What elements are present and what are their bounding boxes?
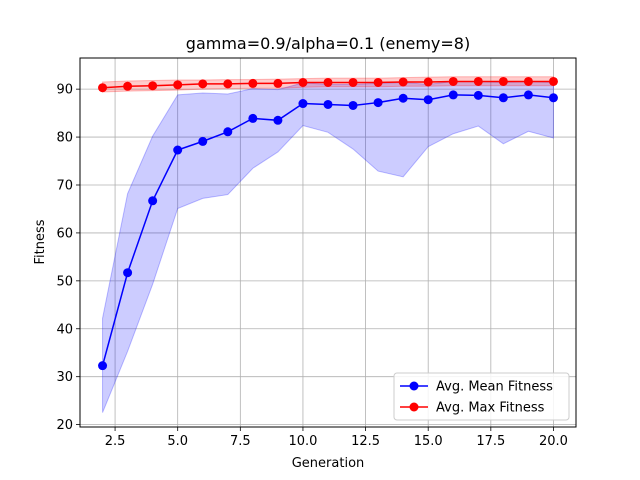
legend-label-mean: Avg. Mean Fitness [436,380,553,395]
confidence-bands [102,76,554,413]
y-tick-label: 90 [56,83,73,98]
data-point-max [223,79,233,89]
data-point-max [273,78,283,88]
data-point-max [248,78,258,88]
data-point-max [448,76,458,86]
data-point-mean [548,93,558,103]
series-points [98,76,558,371]
data-point-max [198,79,208,89]
data-point-mean [148,196,158,206]
y-tick-label: 30 [56,370,73,385]
data-point-max [348,77,358,87]
data-point-max [423,77,433,87]
data-point-max [148,81,158,91]
data-point-mean [123,268,133,278]
legend-marker-max [409,402,419,412]
data-point-mean [348,100,358,110]
data-point-mean [373,98,383,108]
y-tick-label: 40 [56,322,73,337]
plot-frame [79,57,577,428]
data-point-mean [498,93,508,103]
x-tick-label: 17.5 [476,434,505,449]
data-point-mean [298,99,308,109]
x-tick-label: 15.0 [414,434,443,449]
data-point-max [473,76,483,86]
x-tick-label: 10.0 [288,434,317,449]
legend-marker-mean [409,381,419,391]
data-point-max [548,76,558,86]
x-tick-label: 5.0 [167,434,188,449]
y-tick-label: 50 [56,274,73,289]
data-point-mean [398,93,408,103]
data-point-max [98,83,108,93]
data-point-mean [448,90,458,100]
x-tick-label: 20.0 [539,434,568,449]
data-point-max [298,77,308,87]
data-point-max [173,80,183,90]
data-point-mean [323,99,333,109]
y-axis-title: Fitness [33,219,48,264]
data-point-mean [223,127,233,137]
x-tick-label: 2.5 [105,434,126,449]
data-point-max [498,76,508,86]
data-point-mean [423,95,433,105]
data-point-mean [473,90,483,100]
data-point-mean [173,145,183,155]
x-axis-title: Generation [292,456,365,471]
legend-box [393,372,570,421]
data-point-mean [273,115,283,125]
y-tick-label: 80 [56,131,73,146]
data-point-max [523,76,533,86]
data-point-max [398,77,408,87]
legend-label-max: Avg. Max Fitness [436,401,545,416]
data-point-max [123,81,133,91]
x-tick-label: 7.5 [230,434,251,449]
y-tick-label: 60 [56,226,73,241]
chart-title: gamma=0.9/alpha=0.1 (enemy=8) [186,34,470,53]
x-tick-label: 12.5 [351,434,380,449]
band-mean [102,80,554,413]
data-point-mean [98,361,108,371]
data-point-mean [523,90,533,100]
axis-ticks: 2.5 5.0 7.5 10.0 12.5 15.0 17.5 20.0 20 30 40 50 60 7… [56,83,567,449]
data-point-mean [248,113,258,123]
data-point-mean [198,136,208,146]
data-point-max [323,77,333,87]
y-tick-label: 70 [56,178,73,193]
grid [80,58,576,427]
y-tick-label: 20 [56,418,73,433]
data-point-max [373,77,383,87]
legend: Avg. Mean Fitness Avg. Max Fitness [393,372,570,421]
